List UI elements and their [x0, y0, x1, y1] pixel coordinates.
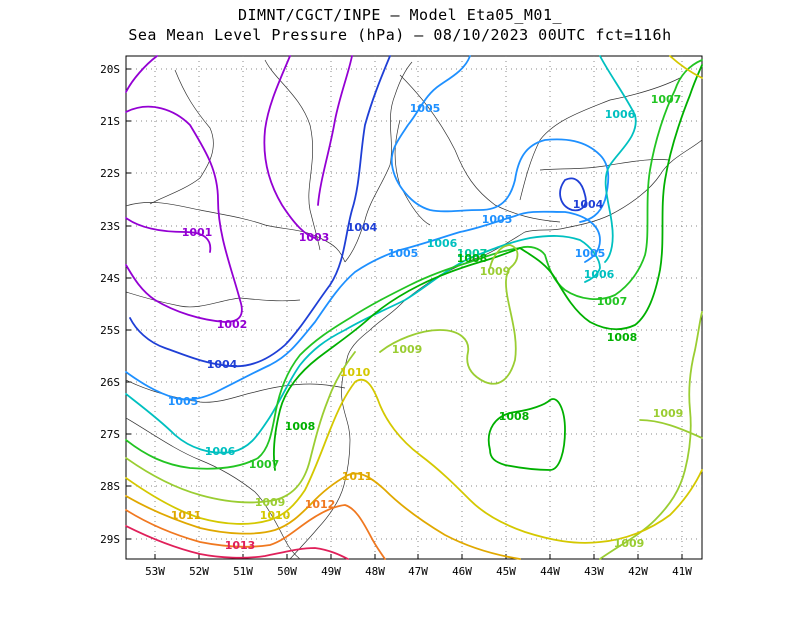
contour-label: 1007 [249, 458, 280, 471]
plot-frame [125, 55, 703, 560]
lat-label: 20S [100, 63, 120, 76]
lat-label: 23S [100, 220, 120, 233]
contour-label: 1009 [653, 407, 684, 420]
isobar-1003 [263, 55, 353, 239]
state-border [264, 59, 321, 251]
state-border [344, 61, 413, 263]
lat-label: 25S [100, 324, 120, 337]
state-border [399, 74, 561, 223]
lon-label: 45W [496, 565, 516, 578]
lon-label: 53W [145, 565, 165, 578]
state-border [149, 69, 214, 205]
isobar-1005-north [390, 55, 610, 223]
lat-label: 26S [100, 376, 120, 389]
contour-label: 1011 [342, 470, 373, 483]
lat-label: 27S [100, 428, 120, 441]
lon-label: 52W [189, 565, 209, 578]
lon-label: 50W [277, 565, 297, 578]
axis-ticks [126, 68, 683, 559]
contour-label: 1013 [225, 539, 256, 552]
contour-label: 1005 [575, 247, 606, 260]
contour-label: 1002 [217, 318, 248, 331]
isobar-1008 [272, 64, 703, 471]
lon-label: 46W [452, 565, 472, 578]
contour-label: 1009 [392, 343, 423, 356]
contour-label: 1006 [605, 108, 636, 121]
contour-label: 1012 [305, 498, 336, 511]
lat-label: 29S [100, 533, 120, 546]
contour-label: 1005 [388, 247, 419, 260]
contour-label: 1007 [597, 295, 628, 308]
lon-label: 47W [408, 565, 428, 578]
contour-label: 1005 [482, 213, 513, 226]
isobar-1005 [125, 210, 601, 401]
state-border [519, 77, 681, 201]
lon-label: 44W [540, 565, 560, 578]
coastline [289, 139, 703, 560]
state-border [125, 417, 301, 560]
latitude-labels: 20S 21S 22S 23S 24S 25S 26S 27S 28S 29S [100, 63, 120, 546]
lon-label: 49W [321, 565, 341, 578]
contour-label: 1003 [299, 231, 330, 244]
contour-label: 1009 [614, 537, 645, 550]
map-subtitle: Sea Mean Level Pressure (hPa) – 08/10/20… [128, 26, 672, 44]
isobar-1007 [125, 59, 703, 470]
lon-label: 41W [672, 565, 692, 578]
state-border [125, 291, 301, 308]
map-title: DIMNT/CGCT/INPE – Model Eta05_M01_ [237, 6, 563, 24]
lon-label: 43W [584, 565, 604, 578]
contour-label: 1009 [480, 265, 511, 278]
contour-label: 1011 [171, 509, 202, 522]
contour-label: 1006 [205, 445, 236, 458]
contour-label: 1010 [260, 509, 291, 522]
isobar-1012 [125, 504, 386, 560]
lat-label: 24S [100, 272, 120, 285]
lon-label: 48W [365, 565, 385, 578]
contour-label: 1004 [347, 221, 378, 234]
contour-label: 1010 [340, 366, 371, 379]
contour-label: 1004 [207, 358, 238, 371]
lat-label: 28S [100, 480, 120, 493]
isobar-1002 [125, 105, 243, 323]
lat-label: 22S [100, 167, 120, 180]
isobar-1013 [125, 525, 349, 560]
contour-label: 1007 [457, 247, 488, 260]
contour-label: 1005 [168, 395, 199, 408]
isobar-1004-low [559, 177, 587, 212]
contour-label: 1005 [410, 102, 441, 115]
isobar-1004 [129, 55, 391, 368]
longitude-labels: 53W 52W 51W 50W 49W 48W 47W 46W 45W 44W … [145, 565, 692, 578]
contour-label: 1006 [427, 237, 458, 250]
isobars [125, 55, 703, 560]
isobar-1010 [125, 55, 703, 544]
isobar-1001 [125, 55, 212, 253]
state-border [125, 202, 346, 263]
lon-label: 51W [233, 565, 253, 578]
isobar-1006 [125, 55, 637, 454]
contour-label: 1009 [255, 496, 286, 509]
lon-label: 42W [628, 565, 648, 578]
political-boundaries [125, 59, 703, 560]
contour-labels: 1001 1002 1003 1004 1004 1004 1005 1005 … [168, 93, 684, 552]
contour-label: 1008 [457, 252, 488, 265]
contour-label: 1008 [499, 410, 530, 423]
contour-label: 1006 [584, 268, 615, 281]
lat-label: 21S [100, 115, 120, 128]
contour-label: 1007 [651, 93, 682, 106]
contour-label: 1008 [607, 331, 638, 344]
isobar-1009 [125, 244, 703, 560]
contour-label: 1008 [285, 420, 316, 433]
contour-label: 1004 [573, 198, 604, 211]
contour-label: 1001 [182, 226, 213, 239]
isobar-1011 [125, 472, 521, 560]
